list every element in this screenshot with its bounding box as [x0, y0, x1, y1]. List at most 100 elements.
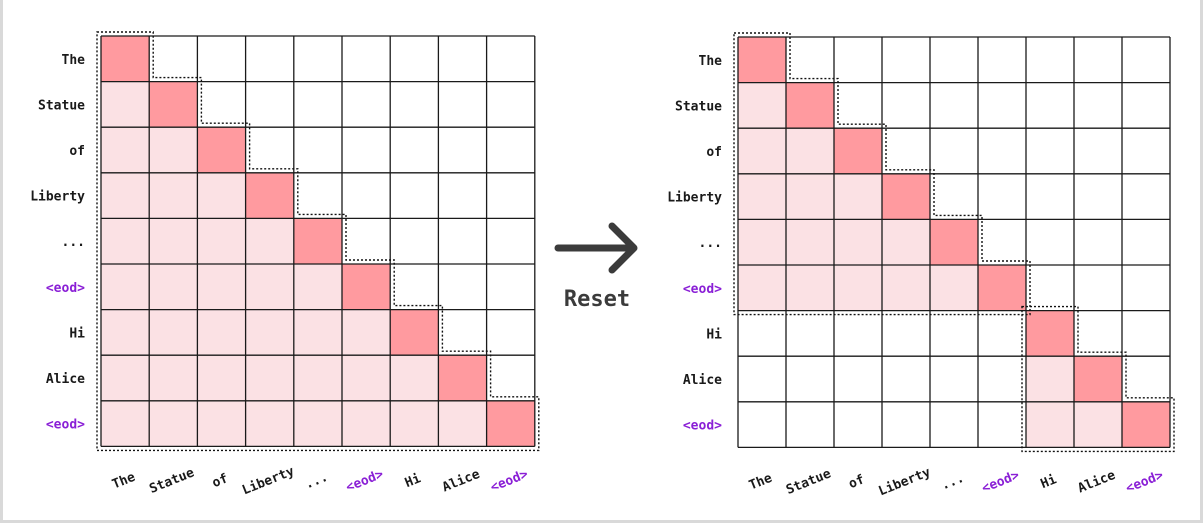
mask-cell	[834, 219, 882, 265]
reset-label: Reset	[564, 287, 630, 312]
mask-cell	[486, 400, 535, 447]
row-token-label: <eod>	[683, 282, 722, 297]
mask-cell	[978, 401, 1026, 448]
mask-cell	[486, 81, 535, 128]
mask-cell	[342, 81, 391, 128]
mask-cell	[486, 309, 535, 356]
mask-cell	[978, 356, 1026, 402]
mask-cell	[486, 264, 535, 310]
mask-cell	[245, 309, 294, 356]
mask-cell	[293, 309, 342, 356]
mask-cell	[342, 355, 391, 401]
mask-cell	[882, 173, 930, 220]
mask-cell	[342, 172, 391, 219]
mask-cell	[738, 265, 786, 311]
mask-cell	[293, 81, 342, 128]
col-token-label: Hi	[403, 471, 423, 491]
mask-cell	[149, 36, 198, 82]
mask-cell	[1074, 37, 1122, 83]
mask-cell	[786, 37, 834, 83]
mask-cell	[786, 265, 834, 311]
mask-cell	[101, 355, 150, 401]
mask-cell	[149, 355, 198, 401]
mask-cell	[342, 400, 391, 447]
col-token-label: <eod>	[1124, 468, 1166, 497]
mask-cell	[882, 128, 930, 174]
frame-left-edge	[0, 0, 3, 523]
mask-cell	[882, 265, 930, 311]
mask-cell	[1122, 356, 1170, 402]
mask-cell	[1122, 82, 1170, 129]
mask-cell	[882, 82, 930, 129]
row-token-label: Liberty	[667, 191, 722, 206]
mask-cell	[738, 82, 786, 129]
row-token-label: of	[69, 144, 85, 159]
mask-cell	[101, 264, 150, 310]
row-token-label: <eod>	[46, 281, 85, 296]
mask-cell	[293, 264, 342, 310]
frame-bottom-edge	[0, 520, 1203, 523]
mask-cell	[786, 128, 834, 174]
col-token-label: Liberty	[876, 465, 933, 499]
mask-cell	[197, 218, 246, 264]
reset-arrow: Reset	[554, 222, 638, 312]
mask-cell	[978, 128, 1026, 174]
mask-cell	[930, 37, 978, 83]
mask-cell	[438, 309, 487, 356]
mask-cell	[786, 219, 834, 265]
mask-cell	[486, 127, 535, 173]
row-token-label: The	[62, 53, 86, 68]
panel-after-reset: TheStatueofLiberty...<eod>HiAlice<eod>Th…	[667, 32, 1175, 499]
mask-cell	[738, 310, 786, 357]
col-token-label: ...	[939, 471, 966, 494]
mask-cell	[149, 218, 198, 264]
mask-cell	[930, 356, 978, 402]
mask-cell	[978, 219, 1026, 265]
mask-cell	[101, 127, 150, 173]
segment-outline	[96, 31, 540, 452]
col-token-label: Alice	[1076, 468, 1118, 497]
mask-cell	[342, 309, 391, 356]
mask-cell	[149, 172, 198, 219]
mask-cell	[245, 36, 294, 82]
mask-cell	[149, 309, 198, 356]
mask-cell	[293, 36, 342, 82]
row-token-label: Hi	[69, 326, 85, 341]
mask-cell	[245, 355, 294, 401]
mask-cell	[438, 218, 487, 264]
col-token-label: ...	[303, 470, 330, 493]
mask-cell	[1074, 219, 1122, 265]
col-token-label: <eod>	[488, 467, 530, 496]
mask-cell	[342, 36, 391, 82]
mask-cell	[786, 82, 834, 129]
mask-cell	[438, 172, 487, 219]
col-token-label: <eod>	[344, 467, 386, 496]
mask-cell	[1026, 219, 1074, 265]
mask-cell	[438, 127, 487, 173]
mask-cell	[738, 37, 786, 83]
mask-cell	[930, 310, 978, 357]
mask-cell	[834, 82, 882, 129]
mask-cell	[738, 219, 786, 265]
mask-cell	[1074, 356, 1122, 402]
mask-cell	[882, 219, 930, 265]
mask-cell	[1074, 401, 1122, 448]
row-token-label: <eod>	[46, 418, 85, 433]
mask-cell	[1026, 401, 1074, 448]
row-token-label: ...	[62, 235, 85, 250]
mask-cell	[197, 81, 246, 128]
mask-cell	[1074, 173, 1122, 220]
mask-cell	[197, 400, 246, 447]
mask-cell	[1026, 82, 1074, 129]
mask-cell	[1026, 356, 1074, 402]
mask-cell	[390, 400, 439, 447]
frame-right-edge	[1200, 0, 1203, 523]
mask-cell	[786, 401, 834, 448]
col-token-label: Liberty	[240, 464, 297, 498]
mask-cell	[438, 400, 487, 447]
mask-cell	[101, 81, 150, 128]
mask-cell	[486, 36, 535, 82]
mask-cell	[786, 356, 834, 402]
